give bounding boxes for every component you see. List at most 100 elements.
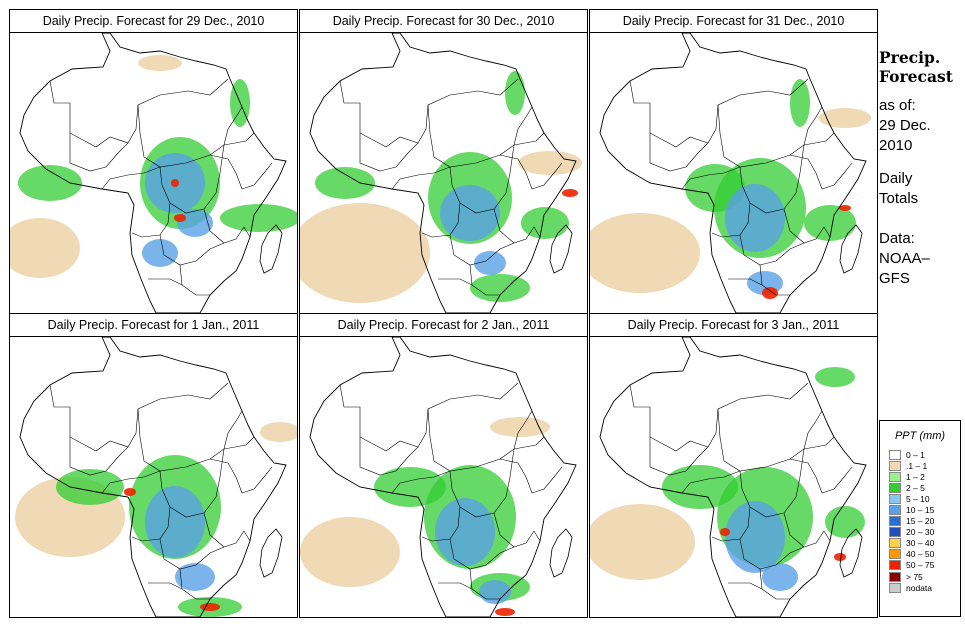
precip-area [10, 218, 80, 278]
panel-title: Daily Precip. Forecast for 30 Dec., 2010 [299, 9, 588, 33]
madagascar [549, 224, 573, 274]
country-border [449, 448, 515, 518]
country-border [438, 278, 473, 286]
source-line-1: NOAA– [879, 250, 930, 267]
country-border [739, 538, 805, 570]
forecast-panel-6: Daily Precip. Forecast for 3 Jan., 2011 [589, 313, 878, 618]
madagascar [839, 528, 863, 578]
map-africa [9, 32, 298, 314]
legend-swatch [889, 549, 901, 560]
precip-area [505, 71, 525, 115]
precip-area [479, 580, 511, 604]
legend-label: 50 – 75 [906, 560, 935, 571]
precip-area [220, 204, 297, 232]
panel-title: Daily Precip. Forecast for 29 Dec., 2010 [9, 9, 298, 33]
country-border [438, 582, 473, 590]
country-border [427, 408, 533, 472]
legend-item: 10 – 15 [889, 504, 935, 516]
country-border [739, 144, 805, 214]
legend-swatch [889, 482, 901, 493]
map-svg [15, 337, 297, 617]
country-border [789, 154, 853, 190]
legend-item: 0 – 1 [889, 449, 934, 460]
country-border [69, 133, 129, 172]
precip-area [518, 151, 582, 175]
legend-swatch [889, 560, 901, 571]
precip-area [790, 79, 810, 127]
country-border [759, 568, 790, 600]
country-border [783, 208, 831, 244]
country-border [391, 470, 451, 494]
legend-item: 40 – 50 [889, 549, 934, 560]
map-svg [300, 33, 582, 313]
precip-area [819, 108, 871, 128]
legend-label: .1 – 1 [906, 460, 928, 471]
precip-area [815, 367, 855, 387]
legend-label: 10 – 15 [906, 505, 935, 516]
country-border [803, 132, 835, 146]
country-border [789, 458, 853, 494]
panel-title: Daily Precip. Forecast for 1 Jan., 2011 [9, 313, 298, 337]
precip-area [590, 213, 700, 293]
legend-label: 40 – 50 [906, 549, 935, 560]
country-border [717, 408, 823, 472]
forecast-panel-1: Daily Precip. Forecast for 29 Dec., 2010 [9, 9, 298, 314]
legend-item: 20 – 30 [889, 527, 934, 538]
country-border [223, 132, 255, 146]
legend-item: 50 – 75 [889, 560, 934, 571]
legend-swatch [889, 505, 901, 516]
legend-swatch [889, 493, 901, 504]
asof-date-2: 2010 [879, 137, 913, 154]
country-border [681, 470, 741, 494]
legend-label: 2 – 5 [906, 482, 925, 493]
country-border [449, 144, 515, 214]
daily-totals-block: Daily Totals [879, 169, 918, 209]
asof-block: as of: 29 Dec. 2010 [879, 96, 931, 156]
precip-area [174, 214, 186, 222]
legend-swatch [889, 460, 901, 471]
legend-swatch [889, 471, 901, 482]
country-border [209, 458, 273, 494]
precip-area [260, 422, 297, 442]
madagascar [259, 224, 283, 274]
precip-area [18, 165, 82, 201]
coastline [599, 337, 867, 617]
country-border [148, 582, 183, 590]
legend-label: 1 – 2 [906, 471, 925, 482]
country-border [427, 104, 533, 168]
precip-area [300, 203, 430, 303]
precip-area [175, 563, 215, 591]
legend-swatch [889, 516, 901, 527]
legend-label: 20 – 30 [906, 527, 935, 538]
legend-swatch [889, 571, 901, 582]
legend-label: 5 – 10 [906, 493, 930, 504]
country-border [449, 234, 515, 266]
precip-area [142, 239, 178, 267]
precip-area [474, 251, 506, 275]
precip-area [590, 504, 695, 580]
precip-area [762, 287, 778, 299]
country-border [469, 568, 500, 600]
country-border [513, 436, 545, 450]
coastline [309, 33, 577, 313]
asof-label: as of: [879, 97, 916, 114]
country-border [391, 166, 451, 190]
country-border [159, 144, 225, 214]
precip-area [138, 55, 182, 71]
country-border [728, 582, 763, 590]
legend-label: > 75 [906, 571, 923, 582]
map-svg [590, 337, 867, 617]
country-border [49, 382, 229, 452]
country-border [513, 132, 545, 146]
country-border [69, 437, 129, 476]
country-border [148, 278, 183, 286]
country-border [339, 78, 519, 148]
asof-date-1: 29 Dec. [879, 117, 931, 134]
country-border [359, 437, 419, 476]
coastline [599, 33, 867, 313]
country-border [803, 436, 835, 450]
legend-item: nodata [889, 582, 934, 593]
country-border [137, 408, 243, 472]
legend-item: > 75 [889, 571, 934, 582]
